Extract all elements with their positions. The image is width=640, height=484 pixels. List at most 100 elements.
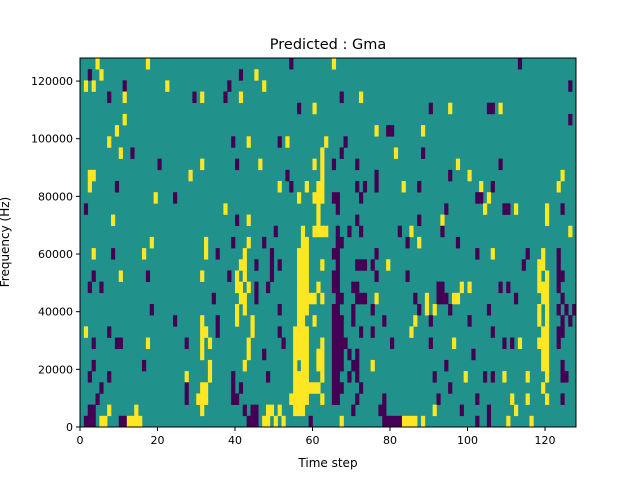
heatmap-cell-high bbox=[246, 337, 251, 350]
heatmap-cell-high bbox=[374, 125, 379, 137]
heatmap-cell-high bbox=[293, 326, 298, 338]
heatmap-cell-low bbox=[339, 337, 344, 350]
heatmap-cell-high bbox=[242, 304, 247, 316]
heatmap-cell-high bbox=[463, 371, 468, 383]
heatmap-cell-low bbox=[351, 359, 356, 372]
heatmap-cell-low bbox=[355, 348, 360, 361]
heatmap-cell-high bbox=[293, 359, 298, 372]
heatmap-cell-high bbox=[91, 169, 96, 182]
heatmap-cell-low bbox=[560, 371, 565, 383]
heatmap-cell-low bbox=[335, 382, 340, 394]
heatmap-cell-low bbox=[390, 337, 395, 350]
y-axis: 0 20000 40000 60000 80000 100000 120000 bbox=[31, 75, 80, 434]
heatmap-cell-low bbox=[502, 337, 507, 350]
heatmap-cell-high bbox=[304, 181, 309, 193]
heatmap-cell-high bbox=[304, 337, 309, 350]
heatmap-cell-low bbox=[331, 158, 337, 171]
heatmap-cell-high bbox=[459, 281, 464, 294]
heatmap-cell-low bbox=[99, 382, 104, 394]
heatmap-cell-high bbox=[541, 259, 546, 271]
heatmap-cell-high bbox=[95, 58, 100, 70]
heatmap-cell-low bbox=[556, 259, 561, 271]
heatmap-cell-low bbox=[436, 292, 441, 305]
heatmap-cell-high bbox=[312, 158, 317, 171]
heatmap-cell-low bbox=[517, 58, 523, 70]
heatmap-cell-low bbox=[362, 292, 368, 305]
x-tick-label: 120 bbox=[535, 434, 556, 447]
heatmap-cell-high bbox=[300, 236, 306, 249]
heatmap-cell-high bbox=[316, 181, 321, 193]
heatmap-cell-low bbox=[335, 337, 340, 350]
heatmap-cell-high bbox=[409, 415, 414, 428]
heatmap-cell-high bbox=[312, 192, 317, 204]
heatmap-cell-high bbox=[304, 304, 309, 316]
heatmap-cell-low bbox=[91, 415, 96, 428]
heatmap-cell-high bbox=[320, 348, 325, 361]
heatmap-cell-low bbox=[347, 371, 352, 383]
heatmap-cell-high bbox=[424, 292, 430, 305]
heatmap-cell-low bbox=[114, 337, 120, 350]
heatmap-cell-low bbox=[386, 125, 391, 137]
heatmap-cell-high bbox=[304, 248, 309, 260]
heatmap-cell-high bbox=[196, 393, 201, 405]
heatmap-cell-high bbox=[297, 371, 302, 383]
heatmap-cell-low bbox=[428, 102, 433, 115]
heatmap-cell-high bbox=[490, 248, 495, 260]
heatmap-cell-low bbox=[339, 382, 344, 394]
heatmap-cell-high bbox=[250, 315, 255, 327]
heatmap-cell-low bbox=[339, 91, 344, 104]
heatmap-cell-high bbox=[320, 292, 325, 305]
heatmap-cell-low bbox=[355, 259, 360, 271]
heatmap-cell-low bbox=[359, 259, 364, 271]
heatmap-cell-low bbox=[390, 125, 395, 137]
heatmap-cell-low bbox=[215, 326, 220, 338]
heatmap-cell-low bbox=[483, 371, 488, 383]
heatmap-cell-high bbox=[122, 113, 127, 126]
heatmap-cell-high bbox=[541, 281, 546, 294]
heatmap-cell-high bbox=[235, 270, 240, 282]
heatmap-cell-low bbox=[262, 348, 267, 361]
heatmap-cell-low bbox=[254, 259, 259, 271]
heatmap-cell-high bbox=[316, 225, 321, 238]
heatmap-cell-low bbox=[397, 225, 402, 238]
heatmap-cell-high bbox=[452, 292, 457, 305]
heatmap-cell-low bbox=[231, 382, 236, 394]
heatmap-cell-high bbox=[118, 270, 123, 282]
heatmap-cell-high bbox=[316, 203, 321, 215]
heatmap-cell-high bbox=[111, 214, 116, 227]
heatmap-cell-low bbox=[331, 315, 337, 327]
heatmap-cell-high bbox=[304, 393, 309, 405]
heatmap-cell-high bbox=[510, 393, 515, 405]
heatmap-cell-high bbox=[297, 382, 302, 394]
heatmap-cell-high bbox=[258, 158, 263, 171]
heatmap-cell-high bbox=[432, 404, 437, 417]
heatmap-cell-high bbox=[452, 337, 457, 350]
heatmap-cell-high bbox=[393, 147, 399, 159]
heatmap-cell-high bbox=[184, 371, 189, 383]
heatmap-cell-low bbox=[118, 337, 123, 350]
heatmap-cell-low bbox=[331, 337, 337, 350]
heatmap-cell-high bbox=[266, 415, 271, 428]
heatmap-cell-low bbox=[370, 259, 375, 271]
heatmap-cell-high bbox=[541, 292, 546, 305]
heatmap-cell-high bbox=[238, 281, 244, 294]
heatmap-cell-low bbox=[556, 304, 561, 316]
heatmap-cell-high bbox=[293, 348, 298, 361]
heatmap-cell-high bbox=[541, 382, 546, 394]
heatmap-cell-low bbox=[556, 281, 561, 294]
heatmap-cell-low bbox=[262, 236, 267, 249]
heatmap-cell-low bbox=[374, 248, 379, 260]
heatmap-cell-high bbox=[200, 348, 205, 361]
heatmap-cell-high bbox=[300, 382, 306, 394]
heatmap-cell-high bbox=[374, 292, 379, 305]
y-tick-label: 80000 bbox=[38, 190, 73, 203]
x-tick-label: 60 bbox=[306, 434, 320, 447]
heatmap-cell-high bbox=[269, 404, 275, 417]
heatmap-cell-high bbox=[281, 415, 286, 428]
heatmap-cell-low bbox=[490, 181, 495, 193]
heatmap-cell-high bbox=[556, 181, 561, 193]
heatmap-cell-low bbox=[564, 371, 569, 383]
heatmap-cell-high bbox=[324, 136, 329, 148]
heatmap-cell-high bbox=[277, 181, 282, 193]
heatmap-cell-high bbox=[300, 281, 306, 294]
